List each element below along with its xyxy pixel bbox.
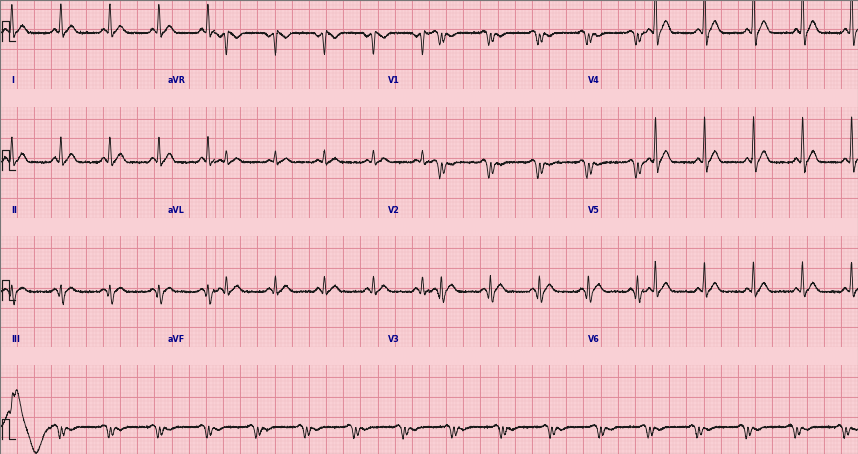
Text: III: III xyxy=(11,335,20,344)
Text: V2: V2 xyxy=(388,206,400,215)
Text: V4: V4 xyxy=(588,76,600,85)
Text: V1: V1 xyxy=(388,76,400,85)
Text: I: I xyxy=(11,76,14,85)
Text: V5: V5 xyxy=(588,206,600,215)
Text: V6: V6 xyxy=(588,335,600,344)
Text: aVR: aVR xyxy=(167,76,185,85)
Text: aVL: aVL xyxy=(167,206,184,215)
Text: aVF: aVF xyxy=(167,335,184,344)
Text: II: II xyxy=(11,206,17,215)
Text: V3: V3 xyxy=(388,335,400,344)
